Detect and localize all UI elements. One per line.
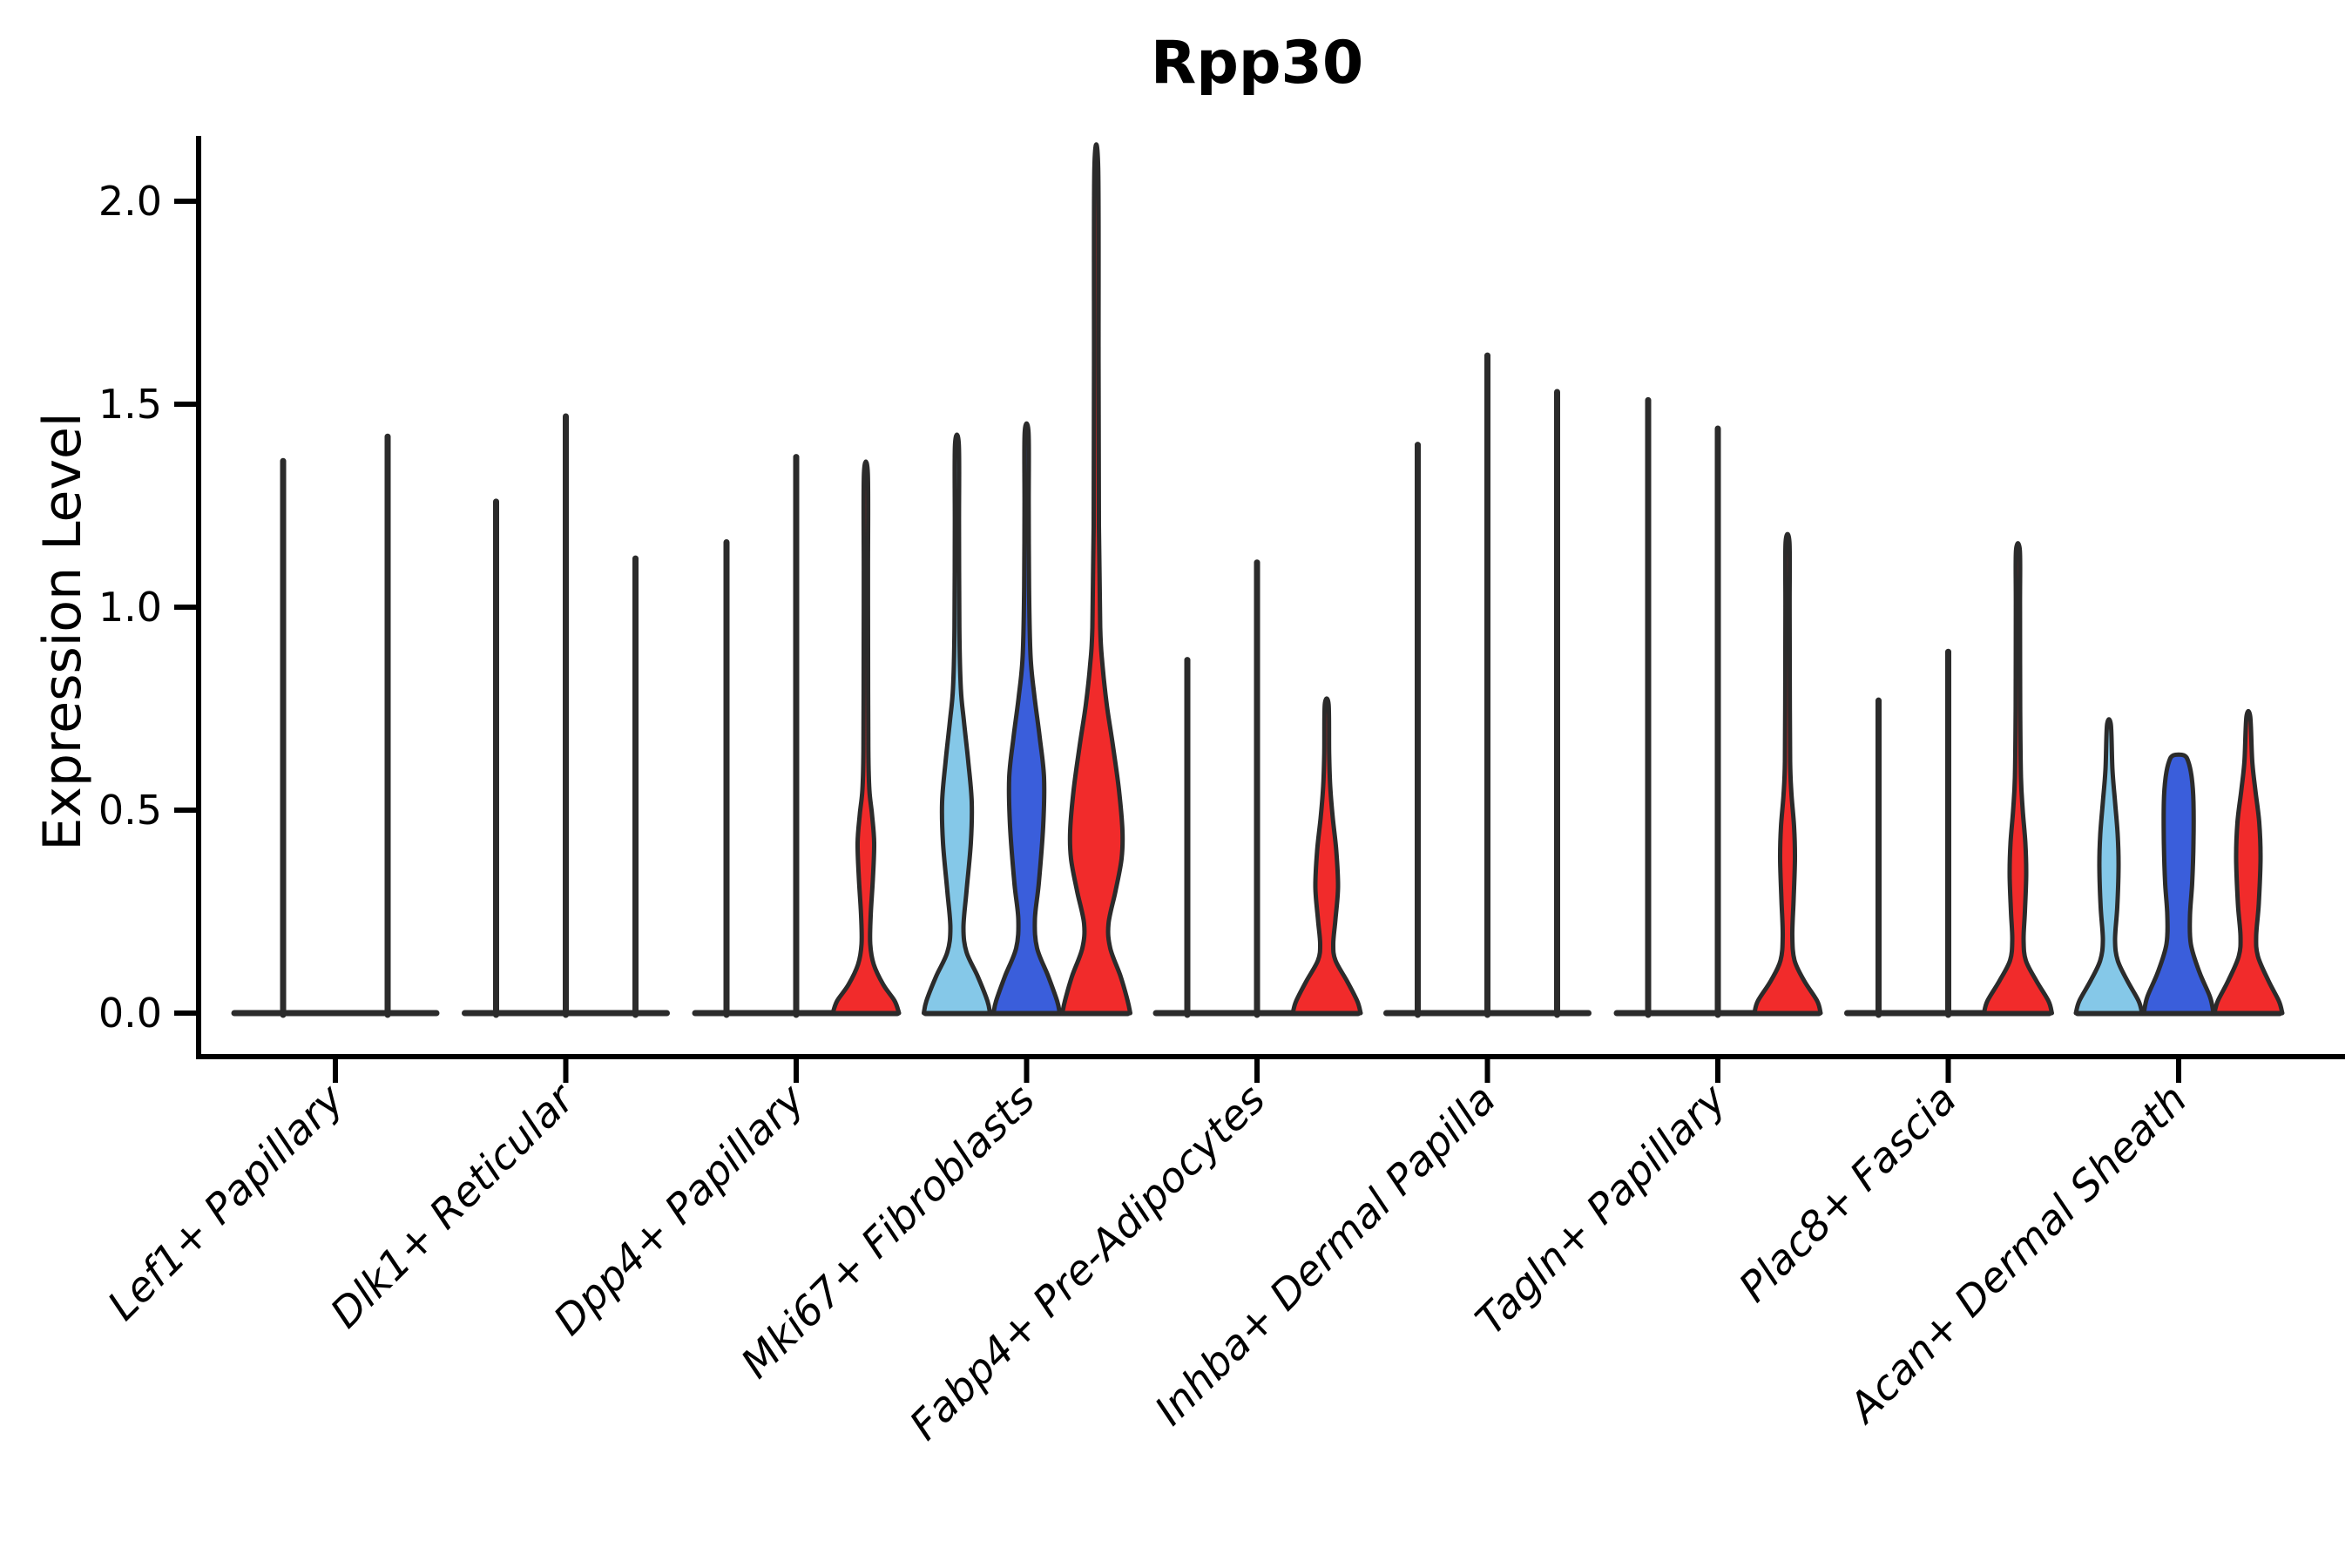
violins-layer <box>280 142 2285 1018</box>
violin-4-2-red <box>1290 696 1363 1016</box>
violin-3-0-lightblue <box>922 432 992 1016</box>
violin-2-2-red <box>830 459 902 1016</box>
y-tick-label-0.0: 0.0 <box>98 990 162 1037</box>
x-tick-label-1: Dlk1+ Reticular <box>321 1074 585 1338</box>
violin-3-1-darkblue <box>991 421 1062 1016</box>
violin-3-2-red <box>1060 142 1132 1016</box>
y-axis-label: Expression Level <box>32 412 93 850</box>
axes <box>196 136 2345 1059</box>
x-tick-label-6: Tagln+ Papillary <box>1467 1075 1737 1345</box>
violin-8-0-lightblue <box>2073 717 2145 1016</box>
y-tick-label-2.0: 2.0 <box>98 178 162 225</box>
violin-7-2-red <box>1982 541 2054 1016</box>
y-tick-label-1.5: 1.5 <box>98 381 162 428</box>
chart-title: Rpp30 <box>1151 29 1363 98</box>
x-tick-label-2: Dpp4+ Papillary <box>544 1075 814 1345</box>
x-tick-label-0: Lef1+ Papillary <box>98 1075 354 1330</box>
violin-6-2-red <box>1752 531 1823 1016</box>
y-tick-label-0.5: 0.5 <box>98 787 162 834</box>
x-tick-label-7: Plac8+ Fascia <box>1730 1076 1966 1312</box>
violin-8-2-red <box>2212 708 2285 1016</box>
y-tick-label-1.0: 1.0 <box>98 584 162 631</box>
y-tick-labels: 0.0 0.5 1.0 1.5 2.0 <box>98 178 199 1037</box>
violin-8-1-darkblue <box>2141 752 2216 1016</box>
